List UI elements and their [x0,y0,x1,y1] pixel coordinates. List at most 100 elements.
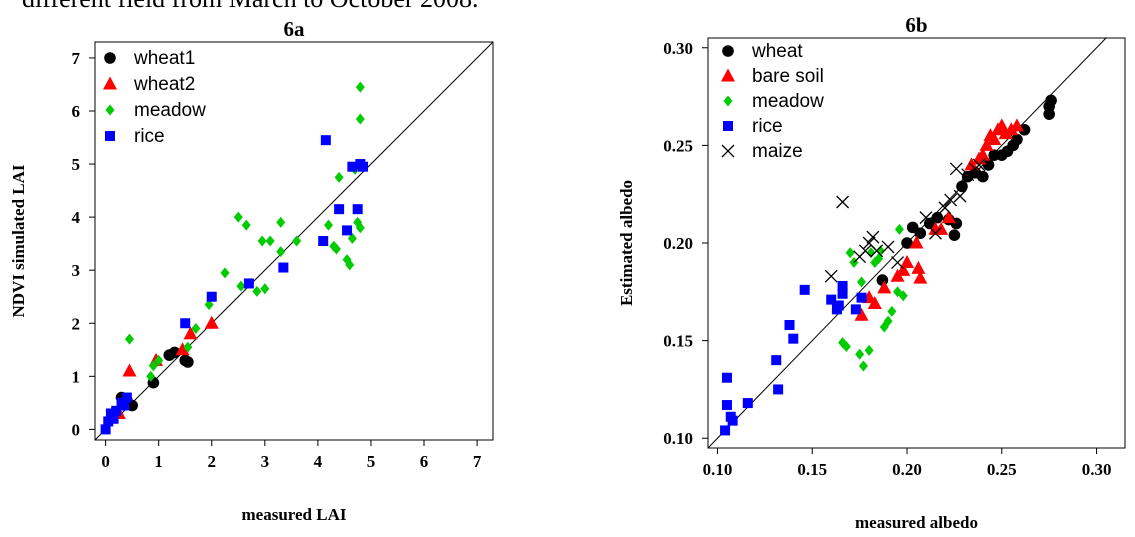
data-point [867,231,879,243]
legend: wheat1 wheat2 meadow rice [103,48,206,147]
data-point [180,318,190,328]
data-point [234,212,243,223]
legend-label: bare soil [752,66,824,87]
data-point [258,236,267,247]
data-point [945,194,957,206]
x-axis-label: measured albedo [855,513,978,532]
data-point [276,246,285,257]
legend-label: rice [752,116,783,137]
data-point [122,364,136,377]
data-point [788,334,798,344]
legend-label: wheat2 [133,74,195,95]
data-point [773,384,783,394]
data-point [278,263,288,273]
legend-label: meadow [134,100,206,121]
x-tick-label: 4 [314,452,323,471]
data-point [728,416,738,426]
data-point [950,163,962,175]
legend-marker [723,121,733,131]
y-tick-label: 6 [72,102,81,121]
legend-label: maize [752,141,803,162]
data-point [182,356,194,368]
x-tick-label: 0.20 [892,460,922,479]
data-point [335,172,344,183]
y-axis-label: NDVI simulated LAI [9,164,28,317]
data-point [785,320,795,330]
data-point [321,135,331,145]
data-point [122,393,132,403]
data-point [983,159,995,171]
y-tick-label: 4 [72,208,81,227]
data-point [800,285,810,295]
y-tick-label: 7 [72,49,81,68]
legend-label: rice [134,126,165,147]
legend-marker [106,105,115,116]
data-point [954,190,966,202]
legend-marker [721,69,735,82]
data-point [887,306,896,317]
legend-marker [104,52,116,64]
data-point [932,212,944,224]
data-point [358,162,368,172]
y-tick-label: 5 [72,155,81,174]
chart-title: 6b [905,13,927,37]
legend-marker [722,45,734,57]
data-point [771,355,781,365]
y-tick-label: 0 [72,420,81,439]
data-point [292,236,301,247]
data-point [244,278,254,288]
data-point [838,289,848,299]
data-point [1045,95,1057,107]
data-point [334,204,344,214]
y-tick-label: 1 [72,367,81,386]
x-tick-label: 3 [261,452,270,471]
x-tick-label: 0 [101,452,110,471]
chart-panel-6b: 6b 0.10 0.15 0.20 0.25 0.30 0.10 0.15 0.20 0.25 0.… [617,13,1125,532]
data-point [1043,108,1055,120]
y-tick-label: 0.15 [663,332,693,351]
x-tick-label: 0.25 [987,460,1017,479]
data-point [949,229,961,241]
x-axis-label: measured LAI [242,505,347,524]
x-tick-label: 7 [473,452,482,471]
legend-marker [722,145,734,157]
data-point [342,225,352,235]
data-point [882,241,894,253]
y-axis-label: Estimated albedo [617,180,636,306]
data-point [324,220,333,231]
legend-label: wheat [751,41,803,62]
data-point [834,300,844,310]
x-tick-label: 5 [367,452,376,471]
x-tick-label: 6 [420,452,429,471]
data-point [900,255,914,268]
data-point [846,247,855,258]
data-point [318,236,328,246]
data-point [859,361,868,372]
y-tick-label: 2 [72,314,81,333]
data-point [125,334,134,345]
x-tick-label: 0.15 [797,460,827,479]
data-point [1011,134,1023,146]
y-tick-label: 0.10 [663,429,693,448]
data-point [851,304,861,314]
data-point [855,349,864,360]
data-point [353,204,363,214]
x-tick-label: 1 [154,452,163,471]
data-point [895,224,904,235]
data-point [221,267,230,278]
legend: wheatbare soilmeadowricemaize [721,41,824,162]
data-point [720,425,730,435]
y-tick-label: 3 [72,261,81,280]
data-point [722,373,732,383]
data-point [857,293,867,303]
data-point [865,345,874,356]
y-tick-label: 0.25 [663,136,693,155]
x-tick-label: 2 [207,452,216,471]
data-point [276,217,285,228]
data-point [356,82,365,93]
data-point [722,400,732,410]
data-point [892,257,904,269]
data-point [825,270,837,282]
series-rice [101,135,368,434]
